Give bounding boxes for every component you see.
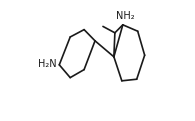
Text: H₂N: H₂N — [38, 59, 57, 69]
Text: NH₂: NH₂ — [116, 11, 135, 21]
